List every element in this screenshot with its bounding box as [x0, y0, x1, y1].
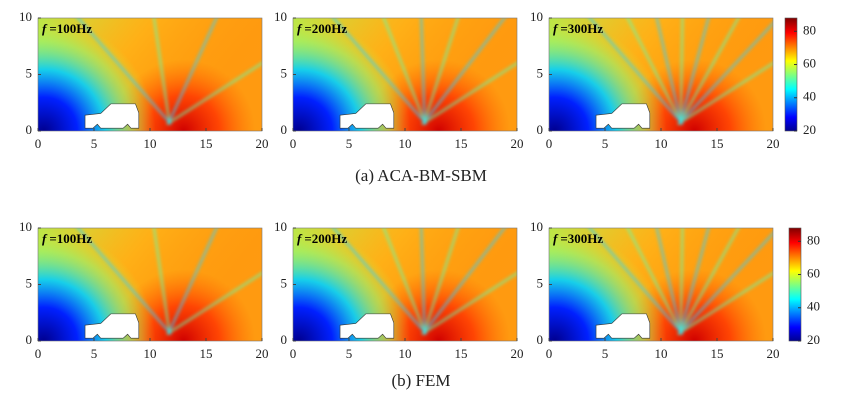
label-symbol: f	[297, 21, 303, 36]
y-tick-label: 0	[281, 332, 288, 347]
panel-label: f =200Hz	[297, 21, 347, 36]
label-text: =300Hz	[560, 21, 603, 36]
x-tick-label: 5	[346, 346, 353, 361]
x-tick-label: 10	[144, 136, 157, 151]
y-tick-label: 0	[26, 122, 33, 137]
colorbar-tick-label: 40	[807, 299, 820, 314]
x-tick-label: 0	[290, 346, 297, 361]
colorbar	[788, 227, 802, 342]
colorbar-tick-label: 60	[803, 56, 816, 71]
car	[595, 313, 651, 339]
x-tick-label: 20	[256, 346, 269, 361]
colorbar-tick-label: 20	[807, 332, 820, 347]
panel-label: f =100Hz	[42, 231, 92, 246]
x-tick-label: 10	[399, 346, 412, 361]
y-tick-label: 10	[274, 9, 287, 24]
y-tick-label: 10	[530, 9, 543, 24]
heatmap	[38, 18, 262, 131]
car	[84, 313, 140, 339]
y-tick-label: 0	[537, 332, 544, 347]
x-tick-label: 15	[200, 346, 213, 361]
x-tick-label: 0	[35, 346, 42, 361]
x-tick-label: 20	[511, 346, 524, 361]
colorbar-tick-label: 20	[803, 122, 816, 137]
label-text: =100Hz	[49, 231, 92, 246]
y-tick-label: 0	[26, 332, 33, 347]
label-symbol: f	[42, 21, 48, 36]
panel-label: f =200Hz	[297, 231, 347, 246]
car	[84, 103, 140, 129]
label-symbol: f	[553, 21, 559, 36]
y-tick-label: 5	[537, 275, 544, 290]
x-tick-label: 0	[290, 136, 297, 151]
car	[339, 103, 395, 129]
heatmap	[549, 18, 773, 131]
colorbar-tick-label: 60	[807, 266, 820, 281]
car	[595, 103, 651, 129]
x-tick-label: 15	[200, 136, 213, 151]
x-tick-label: 15	[711, 346, 724, 361]
panel-label: f =300Hz	[553, 21, 603, 36]
label-text: =200Hz	[304, 21, 347, 36]
y-tick-label: 0	[281, 122, 288, 137]
heatmap	[293, 18, 517, 131]
y-tick-label: 5	[281, 275, 288, 290]
x-tick-label: 15	[455, 346, 468, 361]
heatmap	[38, 228, 262, 341]
x-tick-label: 5	[91, 346, 98, 361]
x-tick-label: 10	[655, 136, 668, 151]
x-tick-label: 10	[144, 346, 157, 361]
label-symbol: f	[297, 231, 303, 246]
heatmap	[293, 228, 517, 341]
x-tick-label: 5	[346, 136, 353, 151]
y-tick-label: 5	[26, 275, 33, 290]
label-text: =200Hz	[304, 231, 347, 246]
label-text: =100Hz	[49, 21, 92, 36]
x-tick-label: 10	[399, 136, 412, 151]
y-tick-label: 10	[19, 9, 32, 24]
caption: (b) FEM	[391, 371, 450, 390]
y-tick-label: 10	[19, 219, 32, 234]
x-tick-label: 20	[511, 136, 524, 151]
caption: (a) ACA-BM-SBM	[355, 166, 487, 185]
y-tick-label: 10	[530, 219, 543, 234]
x-tick-label: 10	[655, 346, 668, 361]
x-tick-label: 0	[546, 346, 553, 361]
y-tick-label: 5	[281, 65, 288, 80]
panel-label: f =100Hz	[42, 21, 92, 36]
heatmap	[549, 228, 773, 341]
x-tick-label: 0	[546, 136, 553, 151]
colorbar-tick-label: 80	[807, 232, 820, 247]
colorbar	[784, 17, 798, 132]
colorbar-tick-label: 40	[803, 89, 816, 104]
x-tick-label: 15	[711, 136, 724, 151]
y-tick-label: 5	[26, 65, 33, 80]
x-tick-label: 5	[91, 136, 98, 151]
x-tick-label: 20	[767, 136, 780, 151]
x-tick-label: 5	[602, 346, 609, 361]
panel-label: f =300Hz	[553, 231, 603, 246]
x-tick-label: 0	[35, 136, 42, 151]
y-tick-label: 5	[537, 65, 544, 80]
label-symbol: f	[42, 231, 48, 246]
y-tick-label: 0	[537, 122, 544, 137]
label-text: =300Hz	[560, 231, 603, 246]
x-tick-label: 5	[602, 136, 609, 151]
x-tick-label: 20	[256, 136, 269, 151]
car	[339, 313, 395, 339]
colorbar-tick-label: 80	[803, 22, 816, 37]
label-symbol: f	[553, 231, 559, 246]
x-tick-label: 15	[455, 136, 468, 151]
x-tick-label: 20	[767, 346, 780, 361]
y-tick-label: 10	[274, 219, 287, 234]
